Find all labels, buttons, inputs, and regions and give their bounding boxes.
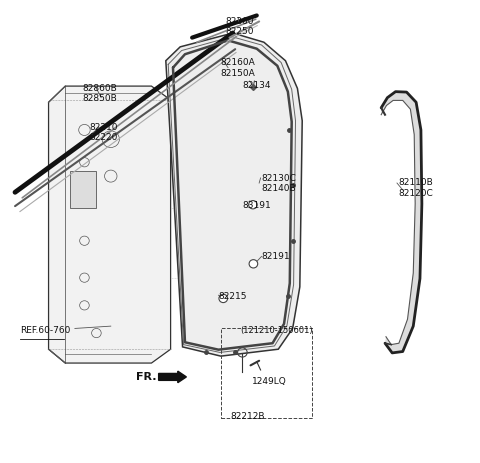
Circle shape xyxy=(249,200,257,209)
Polygon shape xyxy=(166,33,302,356)
Circle shape xyxy=(219,294,228,303)
Text: 82260
82250: 82260 82250 xyxy=(226,17,254,36)
Text: 1249LQ: 1249LQ xyxy=(252,377,287,386)
Bar xyxy=(221,328,312,419)
Text: (121210-150601): (121210-150601) xyxy=(240,326,312,335)
Polygon shape xyxy=(48,86,170,363)
Bar xyxy=(70,171,96,208)
Text: 82160A
82150A: 82160A 82150A xyxy=(221,58,256,78)
Polygon shape xyxy=(381,92,422,353)
Text: 82860B
82850B: 82860B 82850B xyxy=(82,84,117,103)
Text: 82110B
82120C: 82110B 82120C xyxy=(398,178,432,198)
Text: 82191: 82191 xyxy=(262,252,290,261)
FancyArrow shape xyxy=(158,371,186,383)
Text: 83191: 83191 xyxy=(242,201,271,211)
Text: 82210
82220: 82210 82220 xyxy=(89,123,118,143)
Text: REF.60-760: REF.60-760 xyxy=(20,326,70,335)
Text: 82130C
82140B: 82130C 82140B xyxy=(262,174,297,193)
Text: 82215: 82215 xyxy=(218,292,247,300)
Text: 82134: 82134 xyxy=(242,81,271,90)
Text: FR.: FR. xyxy=(136,372,156,382)
Circle shape xyxy=(249,260,258,268)
Text: 82212B: 82212B xyxy=(230,412,264,420)
